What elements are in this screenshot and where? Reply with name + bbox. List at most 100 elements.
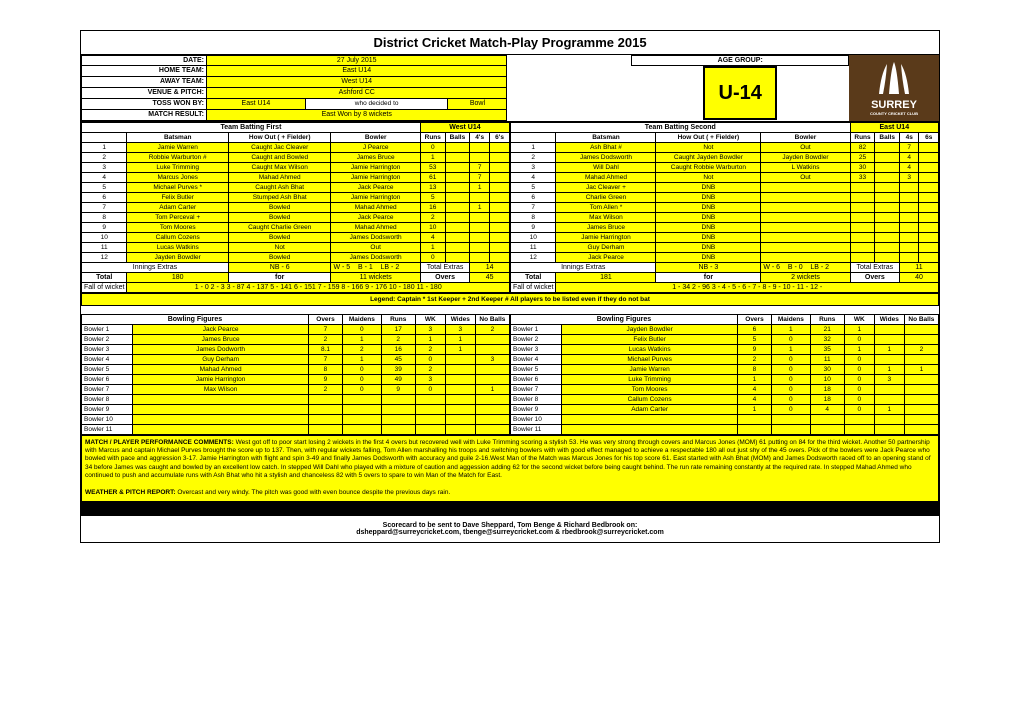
batting-cell bbox=[470, 242, 490, 252]
batting-cell bbox=[761, 232, 850, 242]
bowling-cell bbox=[737, 424, 771, 434]
bowling-cell bbox=[445, 424, 475, 434]
batting-team: West U14 bbox=[420, 122, 509, 132]
batting-cell bbox=[761, 252, 850, 262]
bowler-name bbox=[133, 404, 309, 414]
batting-cell: 5 bbox=[82, 182, 127, 192]
batting-cell bbox=[919, 192, 939, 202]
bowling-cell bbox=[874, 424, 904, 434]
batting-cell: DNB bbox=[656, 242, 761, 252]
batting-cell: 11 bbox=[82, 242, 127, 252]
bowling-cell: 9 bbox=[308, 374, 342, 384]
batting-cell bbox=[875, 162, 900, 172]
bowler-num: Bowler 9 bbox=[82, 404, 133, 414]
extras-nb: NB - 6 bbox=[228, 262, 331, 272]
batting-cell: 8 bbox=[511, 212, 556, 222]
batting-cell: Guy Derham bbox=[556, 242, 656, 252]
batting-cell: Jack Pearce bbox=[331, 182, 420, 192]
batting-col: 4s bbox=[899, 132, 918, 142]
batting-row: 11Guy DerhamDNB bbox=[511, 242, 939, 252]
page-title: District Cricket Match-Play Programme 20… bbox=[81, 31, 939, 55]
batting-cell: Michael Purves * bbox=[127, 182, 228, 192]
batting-cell: DNB bbox=[656, 212, 761, 222]
batting-cell bbox=[875, 222, 900, 232]
toss-label: TOSS WON BY: bbox=[82, 98, 207, 109]
footer: Scorecard to be sent to Dave Sheppard, T… bbox=[81, 516, 939, 542]
batting-cell bbox=[899, 232, 918, 242]
bowling-cell bbox=[475, 364, 509, 374]
batting-cell bbox=[761, 202, 850, 212]
home-label: HOME TEAM: bbox=[82, 66, 207, 77]
bowler-name: Adam Carter bbox=[562, 404, 738, 414]
bowler-name: Felix Butler bbox=[562, 334, 738, 344]
total-extras-label: Total Extras bbox=[850, 262, 899, 272]
batting-cell: Charlie Green bbox=[556, 192, 656, 202]
bowling-cell bbox=[844, 424, 874, 434]
batting-cell: Tom Allen * bbox=[556, 202, 656, 212]
batting-cell bbox=[899, 202, 918, 212]
bowling-cell: 3 bbox=[475, 354, 509, 364]
batting-cell: DNB bbox=[656, 232, 761, 242]
logo-text: SURREY bbox=[871, 99, 917, 111]
batting-cell bbox=[919, 212, 939, 222]
batting-cell bbox=[850, 192, 875, 202]
bowling-row: Bowler 1Jayden Bowdler61211 bbox=[511, 324, 939, 334]
away-label: AWAY TEAM: bbox=[82, 76, 207, 87]
bowling-label: Bowling Figures bbox=[82, 314, 309, 324]
batting-cell: 7 bbox=[899, 142, 918, 152]
bowling-cell bbox=[772, 414, 811, 424]
overs-label: Overs bbox=[850, 272, 899, 282]
bowling-col: Runs bbox=[810, 314, 844, 324]
bowling-cell: 0 bbox=[844, 384, 874, 394]
bowler-name bbox=[562, 424, 738, 434]
for-label: for bbox=[656, 272, 761, 282]
batting-cell bbox=[761, 242, 850, 252]
batting-cell: Out bbox=[331, 242, 420, 252]
batting-row: 2James DodsworthCaught Jayden BowdlerJay… bbox=[511, 152, 939, 162]
batting-cell: 10 bbox=[511, 232, 556, 242]
batting-row: 3Luke TrimmingCaught Max WilsonJamie Har… bbox=[82, 162, 510, 172]
batting-cell bbox=[445, 252, 470, 262]
batting-col: 6s bbox=[919, 132, 939, 142]
bowling-col: Runs bbox=[381, 314, 415, 324]
bowling-row: Bowler 2James Bruce21211 bbox=[82, 334, 510, 344]
batting-cell: Caught Max Wilson bbox=[228, 162, 331, 172]
date-label: DATE: bbox=[82, 56, 207, 66]
bowling-cell: 1 bbox=[772, 344, 811, 354]
bowling-cell: 2 bbox=[343, 344, 382, 354]
batting-cell: Callum Cozens bbox=[127, 232, 228, 242]
bowling-cell bbox=[810, 424, 844, 434]
bowler-name: Michael Purves bbox=[562, 354, 738, 364]
bowling-col: WK bbox=[415, 314, 445, 324]
bowling-cell bbox=[381, 394, 415, 404]
bowling-cell bbox=[308, 394, 342, 404]
bowler-name: James Dodworth bbox=[133, 344, 309, 354]
batting-row: 12Jayden BowdlerBowledJames Dodsworth0 bbox=[82, 252, 510, 262]
bowling-row: Bowler 11 bbox=[511, 424, 939, 434]
bowler-num: Bowler 8 bbox=[82, 394, 133, 404]
bowling-cell bbox=[415, 414, 445, 424]
bowling-cell bbox=[343, 394, 382, 404]
bowling-row: Bowler 1Jack Pearce7017332 bbox=[82, 324, 510, 334]
bowling-cell: 0 bbox=[772, 334, 811, 344]
bowling-row: Bowler 8Callum Cozens40180 bbox=[511, 394, 939, 404]
batting-cell: Mahad Ahmed bbox=[556, 172, 656, 182]
result-label: MATCH RESULT: bbox=[82, 109, 207, 120]
bowling-col: Overs bbox=[737, 314, 771, 324]
batting-cell bbox=[899, 182, 918, 192]
bowler-name bbox=[133, 424, 309, 434]
bowling-cell: 2 bbox=[904, 344, 938, 354]
batting-cell bbox=[919, 152, 939, 162]
bowler-num: Bowler 7 bbox=[82, 384, 133, 394]
bowling-cell: 1 bbox=[874, 404, 904, 414]
bowling-cell bbox=[445, 394, 475, 404]
fow-value: 1 - 34 2 - 96 3 - 4 - 5 - 6 - 7 - 8 - 9 … bbox=[556, 282, 939, 292]
batting-cell: Ash Bhat # bbox=[556, 142, 656, 152]
bowling-cell: 0 bbox=[343, 384, 382, 394]
batting-cell bbox=[899, 192, 918, 202]
batting-cell: James Bruce bbox=[331, 152, 420, 162]
bowling-cell: 45 bbox=[381, 354, 415, 364]
overs-label: Overs bbox=[420, 272, 469, 282]
batting-cell bbox=[470, 232, 490, 242]
bowling-cell: 0 bbox=[844, 334, 874, 344]
